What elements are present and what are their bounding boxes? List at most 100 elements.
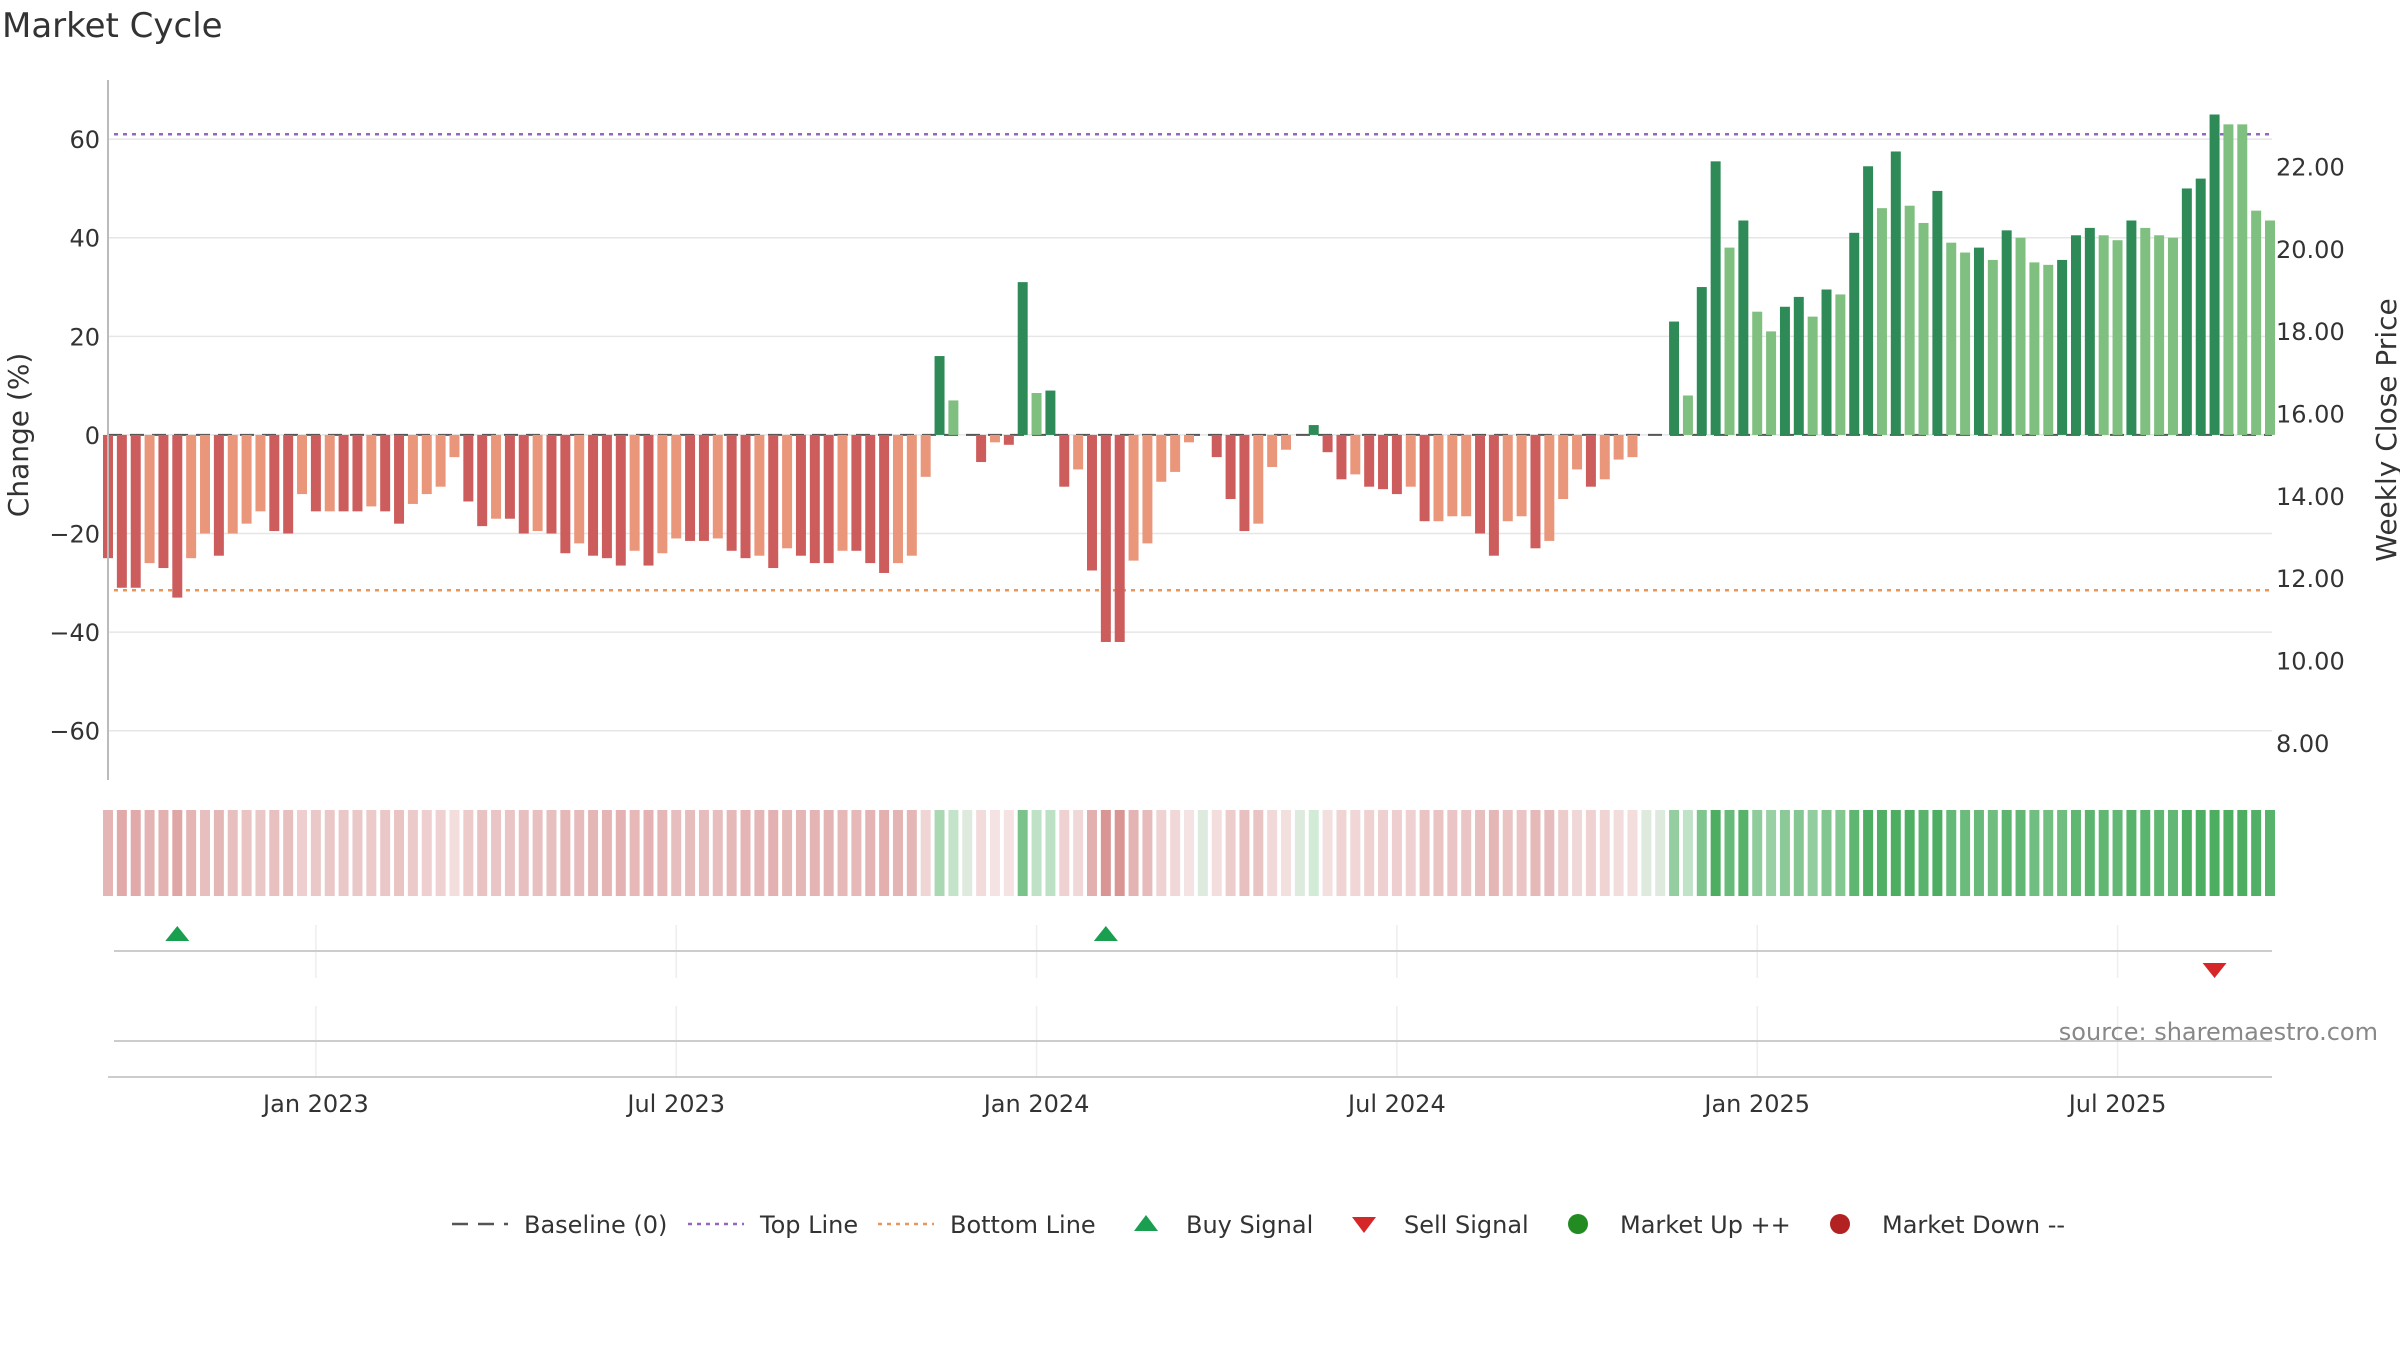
legend-item: Top Line [688, 1211, 858, 1239]
heat-cell [1863, 810, 1874, 896]
change-bar [407, 434, 418, 504]
heat-cell [2209, 810, 2220, 896]
heat-cell [310, 810, 321, 896]
change-bar [1419, 434, 1430, 522]
heat-cell [1655, 810, 1666, 896]
heat-cell [892, 810, 903, 896]
x-tick-label: Jan 2024 [982, 1090, 1090, 1118]
change-bar [1003, 434, 1014, 445]
heat-cell [976, 810, 987, 896]
change-bar [574, 434, 585, 544]
heat-cell [1876, 810, 1887, 896]
change-bar [782, 434, 793, 549]
heat-cell [1045, 810, 1056, 896]
change-bar [1835, 294, 1846, 435]
heat-cell [1932, 810, 1943, 896]
heat-cell [352, 810, 363, 896]
change-bar [643, 434, 654, 566]
heat-cell [2001, 810, 2012, 896]
cycle-heat-strip [103, 810, 2275, 896]
heat-cell [227, 810, 238, 896]
change-bar [310, 434, 321, 512]
change-bar [1946, 242, 1957, 435]
heat-cell [532, 810, 543, 896]
heat-cell [851, 810, 862, 896]
change-bar [1156, 434, 1167, 482]
buy-signal-marker [1093, 926, 1118, 941]
change-bar [1807, 316, 1818, 435]
heat-cell [1613, 810, 1624, 896]
change-bar [865, 434, 876, 564]
heat-cell [463, 810, 474, 896]
heat-cell [768, 810, 779, 896]
change-bar [532, 434, 543, 532]
heat-cell [1322, 810, 1333, 896]
heat-cell [1724, 810, 1735, 896]
change-bar [1281, 434, 1292, 450]
change-bar [2251, 210, 2262, 435]
change-bar [1239, 434, 1250, 532]
change-bar [1086, 434, 1097, 571]
heat-cell [1364, 810, 1375, 896]
change-bar [1502, 434, 1513, 522]
change-bar [518, 434, 529, 534]
heat-cell [2154, 810, 2165, 896]
heat-cell [1184, 810, 1194, 896]
change-bar [380, 434, 391, 512]
change-bar [1558, 434, 1569, 500]
change-bar [768, 434, 779, 569]
heat-cell [1447, 810, 1458, 896]
y-left-tick-label: 60 [69, 126, 100, 154]
heat-cell [1779, 810, 1790, 896]
change-bar [671, 434, 682, 539]
heat-cell [435, 810, 446, 896]
change-bar [740, 434, 751, 559]
heat-cell [1641, 810, 1652, 896]
heat-cell [948, 810, 959, 896]
heat-cell [366, 810, 377, 896]
heat-cell [1904, 810, 1915, 896]
heat-cell [504, 810, 515, 896]
y-right-tick-label: 14.00 [2276, 483, 2345, 511]
heat-cell [2140, 810, 2151, 896]
y-left-tick-label: −60 [49, 718, 100, 746]
change-bar [2237, 124, 2248, 435]
change-bar [324, 434, 335, 512]
heat-cell [1682, 810, 1693, 896]
change-bar [213, 434, 224, 556]
heat-cell [1696, 810, 1707, 896]
change-bar [1364, 434, 1375, 487]
heat-cell [1281, 810, 1292, 896]
heat-cell [1849, 810, 1860, 896]
change-bar [1863, 166, 1874, 435]
heat-cell [2084, 810, 2095, 896]
change-bar [657, 434, 668, 554]
heat-cell [1294, 810, 1305, 896]
change-bar [1572, 434, 1583, 470]
change-bar [1669, 321, 1680, 435]
heat-cell [1710, 810, 1721, 896]
change-bar [116, 434, 127, 588]
heat-cell [574, 810, 585, 896]
change-bar [2167, 237, 2178, 435]
heat-cell [2043, 810, 2054, 896]
heat-cell [546, 810, 557, 896]
change-bar [809, 434, 820, 564]
heat-cell [657, 810, 668, 896]
y-left-tick-label: 0 [85, 422, 100, 450]
heat-cell [1599, 810, 1610, 896]
heat-cell [2223, 810, 2234, 896]
change-bar [2112, 240, 2123, 435]
heat-cell [1059, 810, 1070, 896]
change-bar [241, 434, 252, 524]
change-bar [629, 434, 640, 551]
heat-cell [255, 810, 266, 896]
heat-cell [1100, 810, 1111, 896]
change-bar [1447, 434, 1458, 517]
change-bar [560, 434, 571, 554]
heat-cell [144, 810, 155, 896]
y-right-tick-label: 18.00 [2276, 318, 2345, 346]
heat-cell [491, 810, 502, 896]
heat-cell [2167, 810, 2178, 896]
heat-cell [324, 810, 335, 896]
